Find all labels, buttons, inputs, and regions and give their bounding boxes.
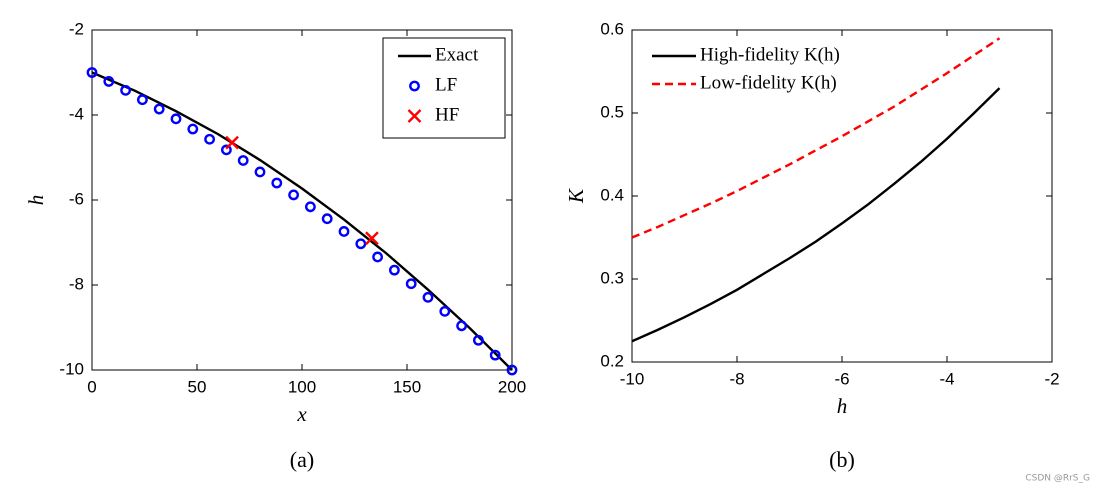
- y-tick-label: 0.6: [600, 19, 624, 38]
- y-tick-label: 0.3: [600, 268, 624, 287]
- lf-marker: [271, 177, 283, 189]
- lf-marker: [405, 278, 417, 290]
- x-axis-label: h: [837, 394, 848, 418]
- y-tick-label: -6: [69, 189, 84, 208]
- lf-marker: [422, 291, 434, 303]
- lf-marker: [372, 251, 383, 263]
- legend-swatch: [409, 80, 420, 92]
- y-axis-label: h: [24, 195, 48, 206]
- series-line: [631, 37, 1001, 239]
- lf-marker: [220, 144, 232, 156]
- lf-marker: [136, 94, 148, 106]
- x-tick-label: 50: [188, 377, 207, 396]
- x-axis-label: x: [296, 402, 307, 426]
- lf-marker: [237, 155, 249, 166]
- hf-marker: [225, 135, 239, 150]
- lf-marker: [103, 76, 115, 87]
- y-tick-label: -2: [69, 19, 84, 38]
- hf-marker: [365, 231, 379, 246]
- x-tick-label: -4: [939, 369, 954, 388]
- lf-marker: [338, 226, 350, 237]
- y-tick-label: -4: [69, 104, 84, 123]
- legend-label: HF: [435, 104, 459, 125]
- lf-marker: [321, 213, 333, 225]
- lf-marker: [506, 364, 518, 376]
- axes-box: [91, 29, 513, 371]
- lf-marker: [388, 264, 400, 276]
- lf-marker: [187, 123, 199, 135]
- y-tick-label: 0.5: [600, 102, 624, 121]
- series-line: [91, 71, 513, 371]
- y-tick-label: 0.4: [600, 185, 624, 204]
- lf-marker: [120, 84, 132, 96]
- legend-box: [382, 37, 506, 139]
- lf-marker: [456, 320, 467, 332]
- caption: (a): [290, 447, 314, 472]
- lf-marker: [153, 103, 165, 115]
- y-tick-label: -10: [59, 359, 84, 378]
- x-tick-label: -2: [1044, 369, 1059, 388]
- x-tick-label: 150: [393, 377, 421, 396]
- lf-marker: [288, 189, 299, 201]
- lf-marker: [254, 166, 266, 178]
- lf-marker: [472, 334, 484, 346]
- lf-marker: [86, 67, 98, 78]
- lf-marker: [304, 201, 316, 213]
- lf-marker: [489, 349, 501, 361]
- legend-label: High-fidelity K(h): [700, 44, 840, 65]
- watermark: CSDN @RrS_G: [1025, 474, 1090, 484]
- series-line: [631, 87, 1001, 343]
- legend-swatch: [407, 109, 422, 123]
- y-tick-label: 0.2: [600, 351, 624, 370]
- lf-marker: [204, 133, 216, 145]
- x-tick-label: -8: [729, 369, 744, 388]
- x-tick-label: -10: [620, 369, 645, 388]
- legend-label: Low-fidelity K(h): [700, 72, 837, 93]
- y-axis-label: K: [564, 188, 588, 204]
- x-tick-label: -6: [834, 369, 849, 388]
- lf-marker: [170, 113, 182, 125]
- lf-marker: [355, 238, 367, 250]
- legend-label: Exact: [435, 44, 479, 65]
- y-tick-label: -8: [69, 274, 84, 293]
- x-tick-label: 0: [87, 377, 96, 396]
- caption: (b): [829, 447, 855, 472]
- x-tick-label: 100: [288, 377, 316, 396]
- legend-label: LF: [435, 74, 457, 95]
- lf-marker: [439, 305, 451, 317]
- x-tick-label: 200: [498, 377, 526, 396]
- axes-box: [631, 29, 1053, 363]
